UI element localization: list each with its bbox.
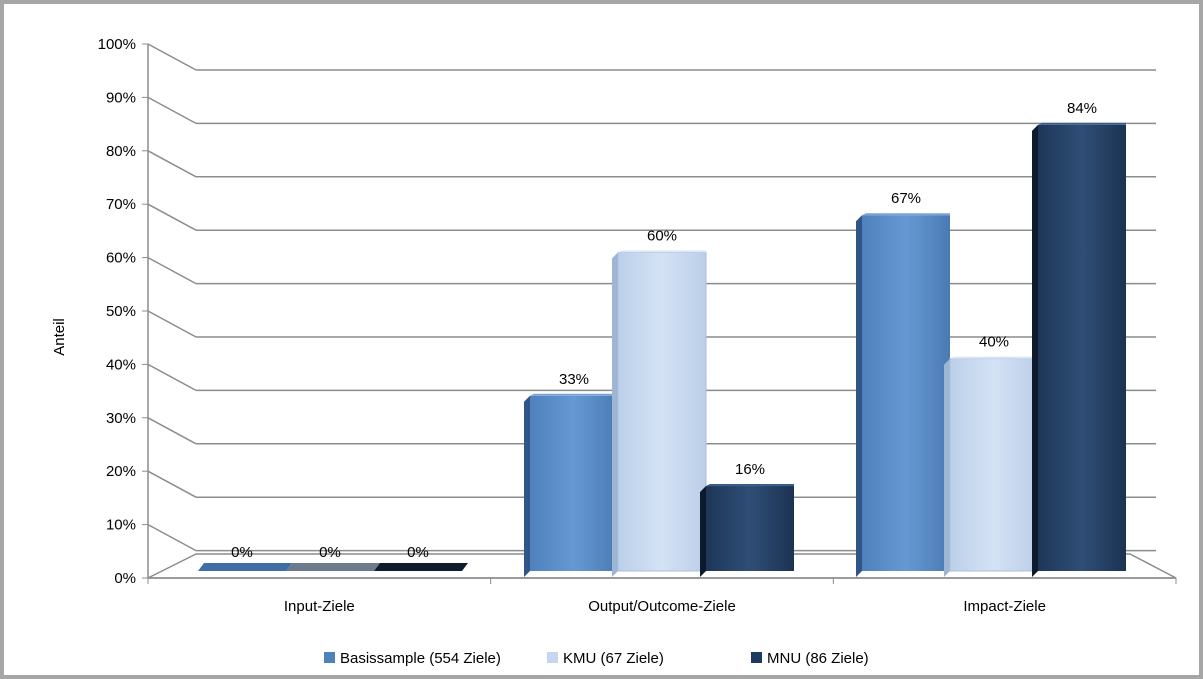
bar-side <box>944 358 950 577</box>
x-tick-label: Output/Outcome-Ziele <box>588 598 736 615</box>
bars <box>198 122 1126 577</box>
legend-label: Basissample (554 Ziele) <box>340 650 501 667</box>
bar <box>862 215 950 571</box>
bar-side <box>856 215 862 577</box>
y-tick-label: 10% <box>106 517 136 534</box>
bar <box>530 395 618 571</box>
data-label: 84% <box>1067 100 1097 117</box>
y-tick-label: 60% <box>106 250 136 267</box>
data-label: 16% <box>735 461 765 478</box>
y-tick-label: 90% <box>106 89 136 106</box>
legend-label: KMU (67 Ziele) <box>563 650 664 667</box>
gridline-diagonal <box>147 310 197 338</box>
y-tick-label: 30% <box>106 410 136 427</box>
y-tick-label: 20% <box>106 463 136 480</box>
gridline-diagonal <box>147 256 197 285</box>
y-tick-label: 80% <box>106 143 136 160</box>
data-label: 40% <box>979 334 1009 351</box>
y-tick-label: 100% <box>98 36 136 53</box>
gridline-diagonal <box>147 523 197 552</box>
gridline-diagonal <box>147 417 197 445</box>
legend-swatch <box>324 652 335 663</box>
bar-side <box>1032 124 1038 577</box>
bar-top <box>530 393 618 396</box>
gridline-diagonal <box>147 203 197 231</box>
x-tick-label: Impact-Ziele <box>963 598 1046 615</box>
legend: Basissample (554 Ziele) KMU (67 Ziele) MNU… <box>324 650 869 667</box>
bar-top <box>1038 122 1126 125</box>
bar <box>374 563 468 571</box>
legend-swatch <box>547 652 558 663</box>
x-tick-label: Input-Ziele <box>284 598 355 615</box>
gridline-diagonal <box>147 96 197 125</box>
bar-top <box>618 250 706 253</box>
y-axis-title: Anteil <box>51 318 68 356</box>
data-label: 60% <box>647 227 677 244</box>
bar <box>286 563 380 571</box>
bar-top <box>706 484 794 487</box>
bar-top <box>862 213 950 216</box>
bar <box>706 486 794 571</box>
y-tick-label: 0% <box>114 570 136 587</box>
data-label: 0% <box>407 544 429 561</box>
data-label: 67% <box>891 190 921 207</box>
bar-side <box>612 252 618 577</box>
bar <box>1038 124 1126 571</box>
y-tick-label: 70% <box>106 196 136 213</box>
y-tick-label: 50% <box>106 303 136 320</box>
data-label: 0% <box>319 544 341 561</box>
legend-swatch <box>751 652 762 663</box>
bar-side <box>700 486 706 577</box>
gridline-diagonal <box>147 470 197 498</box>
labels: 0% 10% 20% 30% 40% 50% 60% 70% 80% 90% 100% Input-Z… <box>98 36 1097 615</box>
y-tick-label: 40% <box>106 356 136 373</box>
data-label: 0% <box>231 544 253 561</box>
gridline-diagonal <box>147 150 197 178</box>
legend-label: MNU (86 Ziele) <box>767 650 869 667</box>
bar-top <box>950 356 1038 359</box>
gridline-diagonal <box>147 363 197 392</box>
bar-side <box>524 395 530 577</box>
bar <box>949 358 1039 572</box>
bar <box>617 251 707 572</box>
bar <box>198 563 292 571</box>
gridline-diagonal <box>147 43 197 71</box>
data-label: 33% <box>559 371 589 388</box>
